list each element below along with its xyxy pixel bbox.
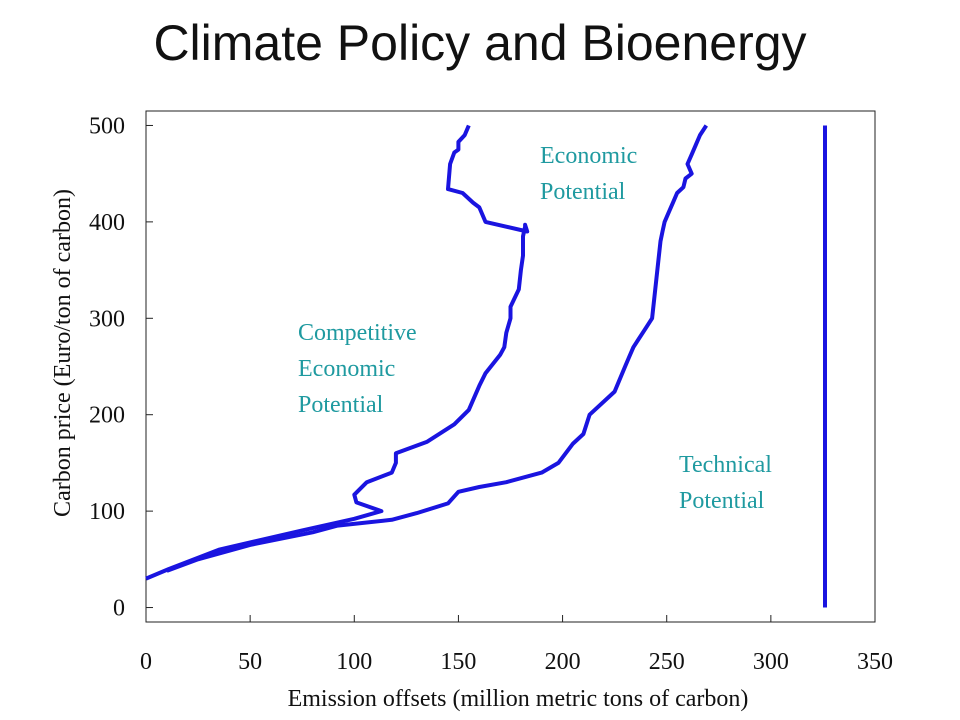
series-line-0 [145, 124, 530, 581]
annotation-line: Potential [679, 488, 765, 514]
x-tick-label: 300 [753, 649, 789, 675]
x-tick-label: 250 [649, 649, 685, 675]
x-axis-label: Emission offsets (million metric tons of… [288, 686, 749, 712]
series-line-1 [166, 124, 708, 573]
chart-title: Climate Policy and Bioenergy [153, 15, 807, 71]
x-tick-label: 150 [440, 649, 476, 675]
series-annotation-1: Economic Potential [540, 143, 637, 205]
y-tick-label: 400 [89, 210, 125, 236]
annotation-line: Economic [298, 356, 395, 382]
annotation-line: Competitive [298, 320, 417, 346]
y-tick-label: 100 [89, 499, 125, 525]
plot-frame [145, 110, 876, 623]
y-axis-label: Carbon price (Euro/ton of carbon) [50, 189, 76, 517]
annotation-line: Potential [540, 179, 626, 205]
y-tick-label: 0 [113, 596, 125, 622]
x-tick-labels: 0 50 100 150 200 250 300 350 [140, 649, 893, 675]
series-annotations: Competitive Economic Potential Economic Pote… [298, 143, 772, 514]
y-tick-label: 200 [89, 403, 125, 429]
series-lines [145, 124, 827, 608]
y-tick-label: 300 [89, 306, 125, 332]
x-tick-label: 100 [336, 649, 372, 675]
x-tick-label: 350 [857, 649, 893, 675]
x-tick-label: 0 [140, 649, 152, 675]
y-tick-label: 500 [89, 113, 125, 139]
y-tick-labels: 0 100 200 300 400 500 [89, 113, 125, 621]
series-annotation-0: Competitive Economic Potential [298, 320, 417, 418]
annotation-line: Economic [540, 143, 637, 169]
x-tick-label: 50 [238, 649, 262, 675]
annotation-line: Technical [679, 452, 772, 478]
series-annotation-2: Technical Potential [679, 452, 772, 514]
x-tick-label: 200 [545, 649, 581, 675]
annotation-line: Potential [298, 392, 384, 418]
tick-marks [145, 124, 876, 622]
